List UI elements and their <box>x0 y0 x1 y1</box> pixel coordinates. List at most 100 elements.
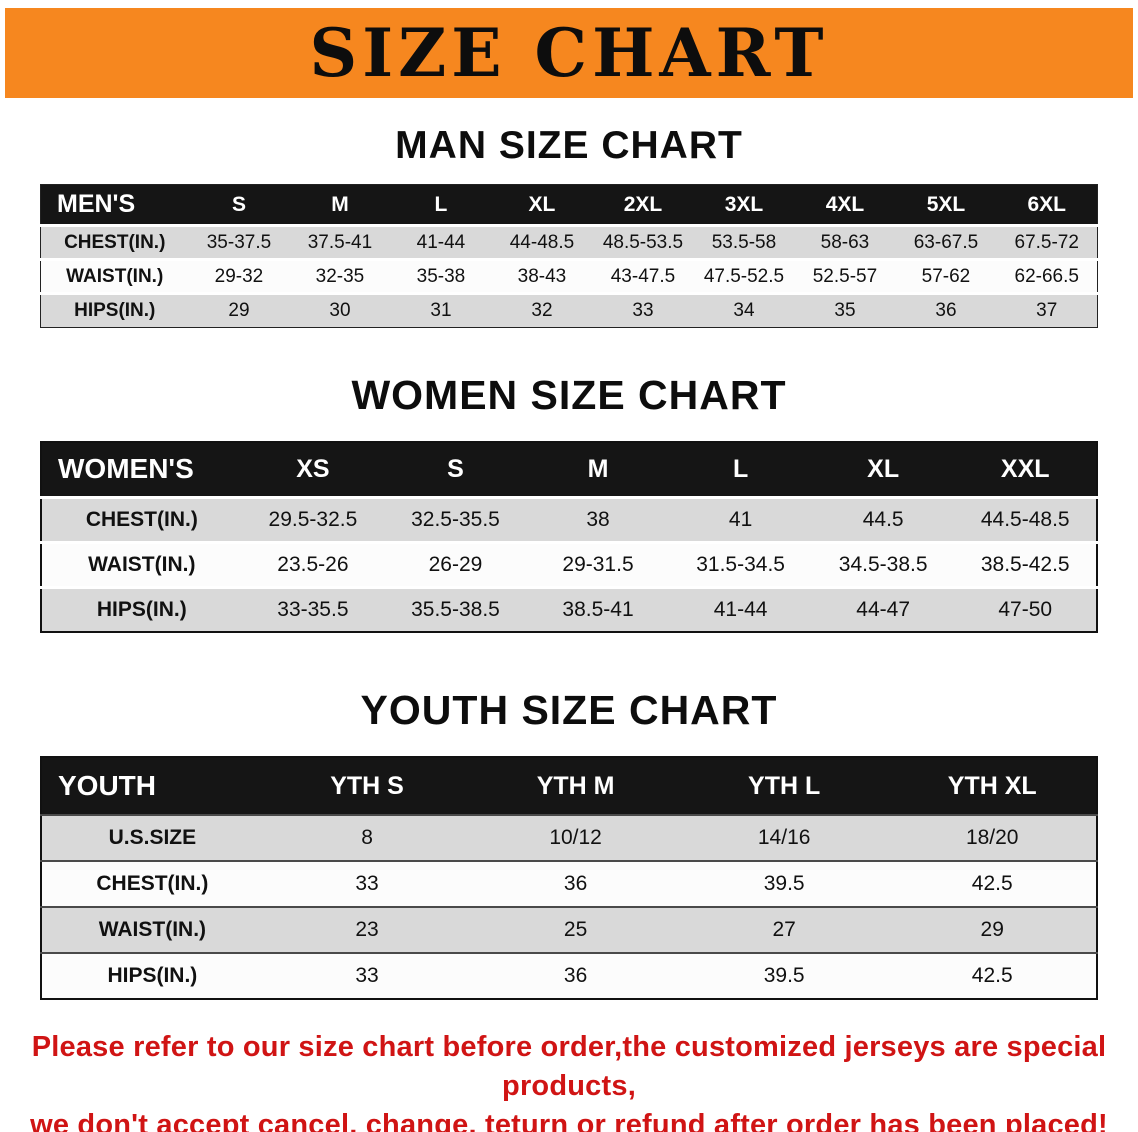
table-row: WAIST(IN.) 23.5-26 26-29 29-31.5 31.5-34.5 34… <box>41 542 1097 587</box>
size-value: 35-37.5 <box>206 231 272 253</box>
disclaimer: Please refer to our size chart before or… <box>0 1028 1138 1132</box>
size-value: 32.5-35.5 <box>411 507 500 531</box>
size-value: 32 <box>531 300 553 321</box>
men-size-table: MEN'S S M L XL 2XL 3XL 4XL 5XL 6XL CHEST(IN.) 35-3… <box>40 184 1098 328</box>
table-corner-label: YOUTH <box>58 770 156 801</box>
size-value: 37 <box>1036 300 1058 321</box>
size-value: 47-50 <box>998 597 1053 621</box>
size-value: 39.5 <box>763 872 805 895</box>
size-value: 33 <box>632 300 654 321</box>
size-value: 35 <box>834 300 856 321</box>
size-value: 37.5-41 <box>307 231 373 253</box>
row-label: CHEST(IN.) <box>96 872 209 895</box>
size-column-header: S <box>231 192 246 216</box>
women-table-header-row: WOMEN'S XS S M L XL XXL <box>41 442 1097 497</box>
men-section-heading: MAN SIZE CHART <box>395 124 743 167</box>
size-value: 30 <box>329 300 351 321</box>
table-row: U.S.SIZE 8 10/12 14/16 18/20 <box>41 815 1097 861</box>
size-value: 41 <box>728 507 753 531</box>
size-value: 27 <box>772 918 796 941</box>
size-chart-page: SIZE CHART MAN SIZE CHART MEN'S S M L XL 2XL 3… <box>0 8 1138 1132</box>
size-value: 34 <box>733 300 755 321</box>
size-value: 36 <box>563 964 588 987</box>
size-value: 57-62 <box>921 265 971 287</box>
size-column-header: 5XL <box>926 192 966 216</box>
table-row: CHEST(IN.) 33 36 39.5 42.5 <box>41 861 1097 907</box>
size-value: 26-29 <box>428 552 483 576</box>
size-value: 44-47 <box>856 597 911 621</box>
size-value: 38.5-42.5 <box>980 552 1070 576</box>
size-value: 48.5-53.5 <box>602 231 684 253</box>
row-label: WAIST(IN.) <box>98 918 207 941</box>
youth-size-table: YOUTH YTH S YTH M YTH L YTH XL U.S.SIZE 8 10/1… <box>40 756 1098 1000</box>
size-value: 29.5-32.5 <box>268 507 358 531</box>
size-value: 42.5 <box>971 964 1013 987</box>
row-label: HIPS(IN.) <box>96 597 187 621</box>
size-value: 25 <box>563 918 588 941</box>
size-column-header: 4XL <box>825 192 865 216</box>
size-value: 63-67.5 <box>913 231 979 253</box>
size-value: 29-31.5 <box>562 552 634 576</box>
size-column-header: M <box>331 192 349 216</box>
table-row: CHEST(IN.) 29.5-32.5 32.5-35.5 38 41 44.5 44.5… <box>41 497 1097 542</box>
youth-size-section: YOUTH SIZE CHART YOUTH YTH S YTH M YTH L YTH… <box>0 687 1138 1000</box>
size-column-header: YTH M <box>536 771 615 800</box>
size-value: 43-47.5 <box>610 265 676 287</box>
size-value: 38 <box>586 507 610 531</box>
size-column-header: YTH L <box>748 771 821 800</box>
page-title: SIZE CHART <box>309 14 829 92</box>
size-column-header: M <box>587 454 609 483</box>
size-column-header: L <box>732 454 749 483</box>
size-value: 44.5-48.5 <box>980 507 1070 531</box>
size-value: 33 <box>355 872 379 895</box>
women-size-section: WOMEN SIZE CHART WOMEN'S XS S M L XL XXL CHEST… <box>0 372 1138 633</box>
size-value: 29 <box>980 918 1004 941</box>
disclaimer-line-1: Please refer to our size chart before or… <box>31 1031 1107 1102</box>
size-column-header: XS <box>296 454 330 483</box>
table-corner-label: WOMEN'S <box>58 453 194 485</box>
size-value: 53.5-58 <box>711 231 777 253</box>
men-table-body: CHEST(IN.) 35-37.5 37.5-41 41-44 44-48.5 48.5… <box>40 225 1098 328</box>
men-table-header-row: MEN'S S M L XL 2XL 3XL 4XL 5XL 6XL <box>40 184 1098 226</box>
size-column-header: XL <box>528 192 556 216</box>
size-value: 29-32 <box>214 265 264 287</box>
size-column-header: 6XL <box>1027 192 1066 216</box>
size-value: 35.5-38.5 <box>411 597 500 621</box>
women-section-heading: WOMEN SIZE CHART <box>351 372 787 418</box>
table-row: HIPS(IN.) 33 36 39.5 42.5 <box>41 953 1097 999</box>
youth-table-body: U.S.SIZE 8 10/12 14/16 18/20 CHEST(IN.) 33 36 39… <box>41 815 1097 999</box>
size-value: 31 <box>430 300 452 321</box>
size-column-header: XXL <box>1000 454 1050 483</box>
table-row: CHEST(IN.) 35-37.5 37.5-41 41-44 44-48.5 48.5… <box>40 225 1098 260</box>
size-value: 58-63 <box>820 231 870 253</box>
row-label: WAIST(IN.) <box>66 265 164 287</box>
row-label: WAIST(IN.) <box>88 552 196 576</box>
size-value: 41-44 <box>713 597 768 621</box>
women-size-table: WOMEN'S XS S M L XL XXL CHEST(IN.) 29.5-32.5 32.… <box>40 441 1098 633</box>
row-label: CHEST(IN.) <box>85 507 198 531</box>
size-value: 44-48.5 <box>509 231 575 253</box>
table-corner-label: MEN'S <box>57 190 136 218</box>
size-value: 33-35.5 <box>277 597 349 621</box>
men-size-section: MAN SIZE CHART MEN'S S M L XL 2XL 3XL 4XL 5XL 6XL… <box>0 124 1138 328</box>
size-value: 42.5 <box>971 872 1013 895</box>
size-value: 35-38 <box>416 265 466 287</box>
size-value: 47.5-52.5 <box>703 265 785 287</box>
size-value: 10/12 <box>549 826 602 849</box>
size-value: 41-44 <box>416 231 466 253</box>
table-row: HIPS(IN.) 29 30 31 32 33 34 35 36 37 <box>40 293 1098 328</box>
size-value: 38-43 <box>517 265 567 287</box>
row-label: CHEST(IN.) <box>64 231 166 253</box>
women-table-body: CHEST(IN.) 29.5-32.5 32.5-35.5 38 41 44.5 44.5… <box>41 497 1097 632</box>
size-column-header: YTH XL <box>947 771 1037 800</box>
table-row: WAIST(IN.) 29-32 32-35 35-38 38-43 43-47.5 47.… <box>40 259 1098 294</box>
size-column-header: S <box>447 454 464 483</box>
banner: SIZE CHART <box>5 8 1133 98</box>
size-column-header: L <box>434 192 448 216</box>
table-row: HIPS(IN.) 33-35.5 35.5-38.5 38.5-41 41-44 44-… <box>41 587 1097 632</box>
size-value: 67.5-72 <box>1014 231 1079 253</box>
size-value: 8 <box>361 826 373 849</box>
size-column-header: 2XL <box>623 192 663 216</box>
youth-section-heading: YOUTH SIZE CHART <box>360 687 778 733</box>
size-value: 62-66.5 <box>1014 265 1079 287</box>
